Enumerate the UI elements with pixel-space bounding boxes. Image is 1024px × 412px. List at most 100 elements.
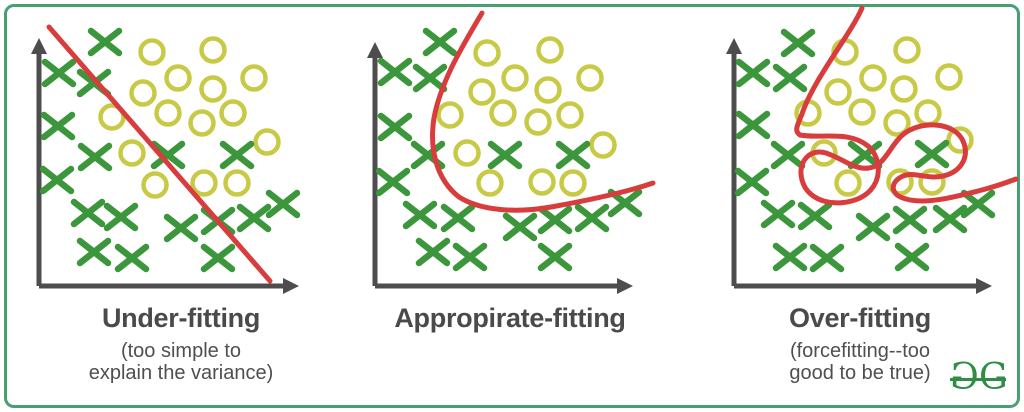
class-x-point (377, 112, 413, 142)
class-x-point (452, 242, 488, 272)
class-o-point (501, 64, 529, 92)
class-x-point (772, 63, 808, 93)
class-x-point (894, 242, 930, 272)
class-o-point (240, 64, 268, 92)
class-o-point (859, 64, 887, 92)
decision-boundary-curve (430, 10, 656, 213)
class-x-point (150, 140, 186, 170)
class-x-point (87, 27, 123, 57)
class-x-point (960, 189, 996, 219)
class-x-point (537, 205, 573, 235)
decision-boundary-curve (794, 5, 1019, 206)
class-x-point (41, 58, 77, 88)
overfitting-plot (726, 5, 1019, 294)
class-o-point (141, 171, 169, 199)
class-x-point (200, 243, 236, 273)
class-o-point (154, 99, 182, 127)
subtitle-line: good to be true) (789, 361, 931, 384)
class-o-point (935, 63, 963, 91)
class-o-point (129, 79, 157, 107)
class-x-point (574, 203, 610, 233)
decision-boundary-curve (46, 24, 273, 284)
class-x-point (760, 199, 796, 229)
subtitle-line: (forcefitting--too (789, 340, 931, 362)
class-o-point (528, 168, 556, 196)
class-x-point (537, 242, 573, 272)
class-x-point (770, 140, 806, 170)
class-o-point (534, 76, 562, 104)
class-x-point (236, 203, 272, 233)
class-x-point (163, 213, 199, 243)
class-x-point (735, 110, 771, 140)
x-axis-arrow-icon (283, 278, 299, 294)
class-x-point (797, 201, 833, 231)
class-x-point (735, 58, 771, 88)
class-x-point (39, 165, 75, 195)
class-x-point (77, 142, 113, 172)
class-o-point (524, 108, 552, 136)
x-axis-arrow-icon (617, 278, 633, 294)
class-x-point (103, 202, 139, 232)
class-x-point (412, 63, 448, 93)
class-x-point (40, 111, 76, 141)
class-x-point (855, 212, 891, 242)
y-axis-arrow-icon (726, 38, 742, 54)
class-o-point (576, 64, 604, 92)
underfitting-title: Under-fitting (101, 303, 261, 333)
class-o-point (223, 169, 251, 197)
logo-strike-bar (950, 378, 1006, 381)
class-o-point (834, 169, 862, 197)
y-axis-arrow-icon (367, 42, 383, 58)
class-o-point (199, 36, 227, 64)
class-x-point (847, 140, 883, 170)
class-o-point (883, 109, 911, 137)
appropriate-fitting-plot (367, 10, 656, 294)
class-o-point (559, 169, 587, 197)
class-o-point (190, 169, 218, 197)
geeksforgeeks-logo: GG (948, 357, 1010, 398)
logo-letter-g: G (979, 357, 1008, 398)
class-o-point (468, 78, 496, 106)
class-x-point (932, 204, 968, 234)
class-x-point (422, 27, 458, 57)
class-o-point (890, 75, 918, 103)
class-o-point (893, 36, 921, 64)
class-o-point (118, 139, 146, 167)
class-o-point (848, 98, 876, 126)
class-o-point (199, 75, 227, 103)
class-o-point (188, 109, 216, 137)
class-x-point (76, 237, 112, 267)
class-o-point (164, 64, 192, 92)
class-x-point (440, 203, 476, 233)
class-x-point (892, 205, 928, 235)
class-x-point (375, 167, 411, 197)
class-x-point (487, 140, 523, 170)
y-axis-arrow-icon (31, 38, 47, 54)
class-o-point (436, 101, 464, 129)
class-o-point (98, 103, 126, 131)
appropriate-fitting-caption: Appropirate-fitting (350, 303, 670, 333)
class-o-point (886, 168, 914, 196)
class-o-point (253, 128, 281, 156)
class-x-point (772, 242, 808, 272)
class-x-point (914, 139, 950, 169)
class-x-point (114, 243, 150, 273)
overfitting-subtitle: (forcefitting--too good to be true) (700, 340, 1020, 384)
class-o-point (453, 139, 481, 167)
class-o-point (489, 99, 517, 127)
class-x-point (734, 167, 770, 197)
class-o-point (476, 169, 504, 197)
class-x-point (415, 237, 451, 267)
overfitting-title: Over-fitting (789, 303, 931, 333)
underfitting-caption: Under-fitting (too simple to explain the… (15, 303, 347, 384)
appropriate-fitting-title: Appropirate-fitting (394, 303, 626, 333)
class-o-point (473, 39, 501, 67)
class-x-point (377, 57, 413, 87)
class-x-point (402, 200, 438, 230)
subtitle-line: (too simple to (120, 340, 242, 362)
class-x-point (809, 243, 845, 273)
class-o-point (914, 99, 942, 127)
x-axis-arrow-icon (976, 278, 992, 294)
class-o-point (536, 36, 564, 64)
